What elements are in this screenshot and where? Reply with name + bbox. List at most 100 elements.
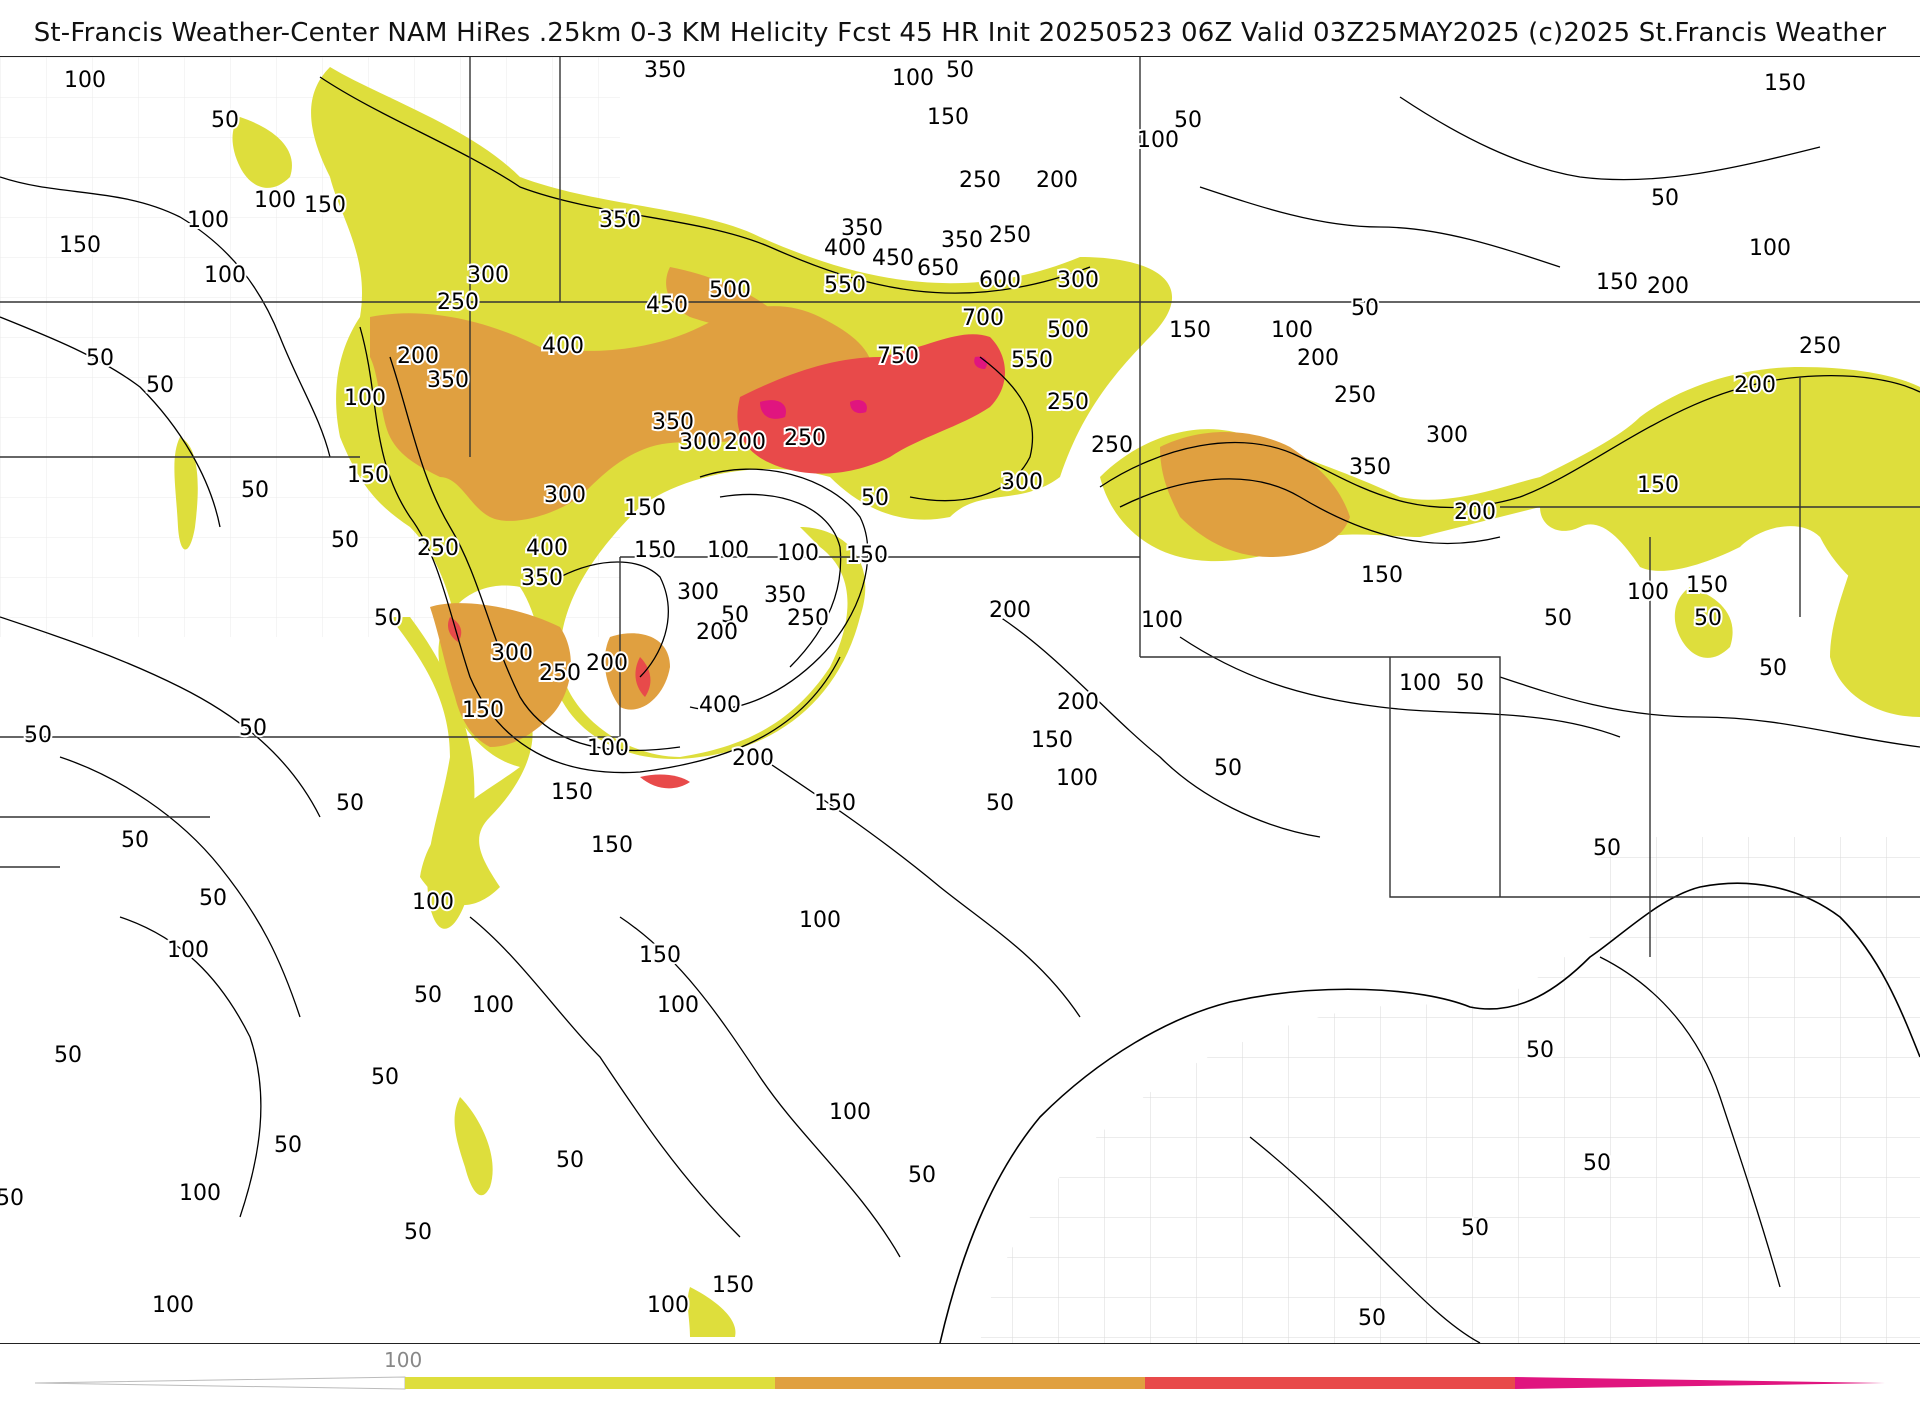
contour-label: 100 <box>254 188 296 213</box>
contour-label: 200 <box>1647 274 1689 299</box>
contour-label: 150 <box>462 698 504 723</box>
colorbar-segment <box>1145 1377 1515 1389</box>
colorbar-segment <box>405 1377 775 1389</box>
contour-label: 50 <box>556 1148 584 1173</box>
contour-label: 450 <box>646 293 688 318</box>
contour-label: 50 <box>1583 1151 1611 1176</box>
contour-label: 150 <box>347 463 389 488</box>
contour-label: 300 <box>1057 268 1099 293</box>
contour-label: 150 <box>1686 573 1728 598</box>
contour-label: 100 <box>344 386 386 411</box>
contour-label: 400 <box>542 334 584 359</box>
contour-label: 550 <box>824 273 866 298</box>
contour-label: 250 <box>989 223 1031 248</box>
contour-label: 150 <box>634 538 676 563</box>
contour-label: 50 <box>1358 1306 1386 1331</box>
colorbar: 100 <box>0 1342 1920 1400</box>
contour-label: 100 <box>179 1181 221 1206</box>
shade-region <box>390 617 475 929</box>
contour-label: 300 <box>544 483 586 508</box>
contour-label: 250 <box>539 661 581 686</box>
contour-label: 200 <box>989 598 1031 623</box>
contour-label: 50 <box>1694 606 1722 631</box>
shade-region <box>454 1097 493 1196</box>
contour-label: 300 <box>1426 423 1468 448</box>
contour-label: 150 <box>1764 71 1806 96</box>
contour-label: 100 <box>1749 236 1791 261</box>
shade-region <box>640 774 690 789</box>
colorbar-tick-label: 100 <box>384 1348 423 1372</box>
shade-region <box>1674 587 1733 658</box>
shade-region <box>666 267 780 329</box>
contour-label: 150 <box>1031 728 1073 753</box>
colorbar-taper-right <box>1515 1377 1885 1389</box>
contour-label: 200 <box>724 430 766 455</box>
contour-label: 300 <box>491 641 533 666</box>
contour-label: 300 <box>677 580 719 605</box>
contour-label: 300 <box>467 263 509 288</box>
contour-label: 300 <box>1001 470 1043 495</box>
contour-label: 350 <box>644 58 686 83</box>
contour-label: 100 <box>1056 766 1098 791</box>
contour-label: 150 <box>1637 473 1679 498</box>
contour-label: 50 <box>946 58 974 83</box>
contour-label: 50 <box>199 886 227 911</box>
contour-label: 150 <box>927 105 969 130</box>
contour-label: 100 <box>1137 128 1179 153</box>
contour-label: 350 <box>427 368 469 393</box>
contour-label: 150 <box>846 543 888 568</box>
contour-label: 100 <box>187 208 229 233</box>
contour-label: 200 <box>732 746 774 771</box>
shade-region <box>370 306 873 521</box>
contour-label: 250 <box>1334 383 1376 408</box>
contour-label: 100 <box>204 263 246 288</box>
contour-label: 400 <box>824 236 866 261</box>
contour-label: 350 <box>841 216 883 241</box>
contour-label: 50 <box>54 1043 82 1068</box>
contour-label: 400 <box>526 536 568 561</box>
contour-label: 200 <box>696 620 738 645</box>
contour-label: 100 <box>64 68 106 93</box>
contour-label: 50 <box>861 486 889 511</box>
contour-label: 50 <box>1593 836 1621 861</box>
shade-region <box>760 400 786 419</box>
contour-label: 350 <box>1349 455 1391 480</box>
shade-region <box>1830 457 1920 717</box>
contour-label: 450 <box>872 246 914 271</box>
contour-label: 100 <box>799 908 841 933</box>
colorbar-taper-left <box>34 1376 406 1390</box>
contour-label: 300 <box>679 430 721 455</box>
contour-label: 50 <box>121 828 149 853</box>
contour-label: 50 <box>1651 186 1679 211</box>
contour-label: 150 <box>551 780 593 805</box>
contour-label: 50 <box>241 478 269 503</box>
contour-label: 200 <box>1036 168 1078 193</box>
contour-label: 100 <box>777 541 819 566</box>
contour-label: 550 <box>1011 348 1053 373</box>
contour-label: 100 <box>412 890 454 915</box>
contour-label: 50 <box>1214 756 1242 781</box>
contour-label: 500 <box>709 278 751 303</box>
contour-label: 50 <box>1174 108 1202 133</box>
helicity-contours <box>0 76 1920 1343</box>
contour-label: 50 <box>908 1163 936 1188</box>
contour-label: 350 <box>521 566 563 591</box>
contour-label: 50 <box>24 723 52 748</box>
contour-label: 400 <box>699 693 741 718</box>
contour-label: 100 <box>1141 608 1183 633</box>
shade-region <box>850 400 867 414</box>
contour-label: 100 <box>472 993 514 1018</box>
colorbar-bar <box>34 1376 1885 1390</box>
contour-label: 50 <box>211 108 239 133</box>
contour-label: 50 <box>414 983 442 1008</box>
state-borders <box>0 57 1920 957</box>
contour-label: 50 <box>1456 671 1484 696</box>
contour-label: 100 <box>657 993 699 1018</box>
coastline <box>939 882 1920 1343</box>
shade-region <box>687 1287 736 1337</box>
contour-label: 350 <box>941 228 983 253</box>
contour-label: 700 <box>962 306 1004 331</box>
contour-label: 50 <box>1461 1216 1489 1241</box>
